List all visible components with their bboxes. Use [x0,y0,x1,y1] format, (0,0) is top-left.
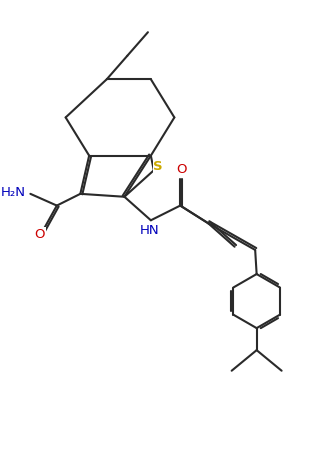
Text: S: S [153,160,163,173]
Text: O: O [176,163,187,176]
Text: H₂N: H₂N [1,186,26,199]
Text: O: O [35,228,45,241]
Text: HN: HN [140,224,159,237]
